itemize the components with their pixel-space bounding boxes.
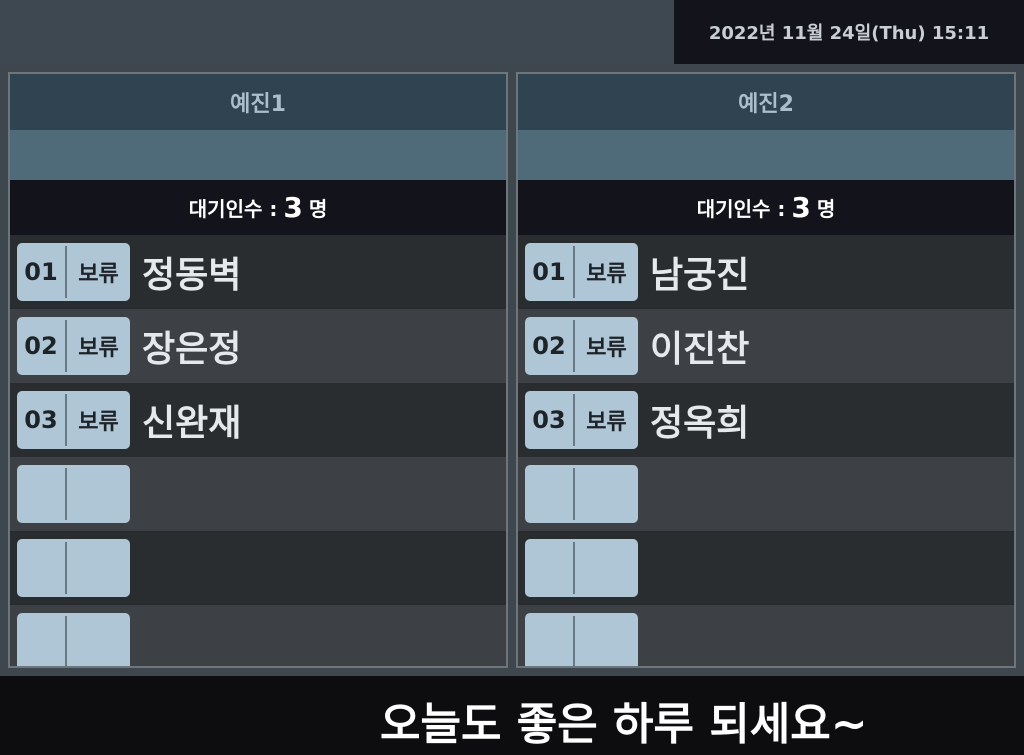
queue-row: 02 보류 장은정 [10, 309, 506, 383]
footer-message: 오늘도 좋은 하루 되세요~ [380, 699, 868, 750]
ticket-badge[interactable]: 01 보류 [17, 243, 130, 301]
ticket-divider [573, 320, 575, 372]
queue-row [518, 457, 1014, 531]
ticket-badge[interactable] [525, 539, 638, 597]
waiting-count-bar: 대기인수 : 3 명 [10, 180, 506, 235]
queue-row [518, 531, 1014, 605]
queue-row [10, 531, 506, 605]
ticket-divider [65, 616, 67, 666]
ticket-status: 보류 [78, 410, 119, 435]
waiting-count: 3 [791, 191, 811, 224]
ticket-divider [65, 468, 67, 520]
ticket-status: 보류 [586, 410, 627, 435]
ticket-badge[interactable] [525, 465, 638, 523]
ticket-badge[interactable] [17, 539, 130, 597]
patient-name: 신완재 [142, 403, 242, 444]
waiting-count: 3 [283, 191, 303, 224]
ticket-divider [573, 542, 575, 594]
ticket-number: 01 [24, 258, 58, 286]
waiting-count-bar: 대기인수 : 3 명 [518, 180, 1014, 235]
waiting-label: 대기인수 : [696, 197, 786, 221]
queue-row [10, 605, 506, 666]
ticket-badge[interactable]: 03 보류 [17, 391, 130, 449]
ticket-status: 보류 [586, 262, 627, 287]
footer-ticker: 오늘도 좋은 하루 되세요~ [0, 676, 1024, 755]
panel-band [518, 130, 1014, 180]
ticket-status: 보류 [78, 336, 119, 361]
ticket-number: 03 [532, 406, 566, 434]
queue-row: 01 보류 정동벽 [10, 235, 506, 309]
ticket-badge[interactable] [17, 465, 130, 523]
patient-name: 남궁진 [650, 255, 750, 296]
ticket-divider [65, 394, 67, 446]
panel-title: 예진2 [518, 74, 1014, 130]
ticket-badge[interactable] [17, 613, 130, 666]
ticket-number: 01 [532, 258, 566, 286]
patient-name: 이진찬 [650, 329, 750, 370]
queue-row [518, 605, 1014, 666]
panel-title: 예진1 [10, 74, 506, 130]
ticket-divider [573, 616, 575, 666]
queue-row: 02 보류 이진찬 [518, 309, 1014, 383]
ticket-divider [573, 468, 575, 520]
ticket-badge[interactable]: 02 보류 [17, 317, 130, 375]
ticket-badge[interactable]: 03 보류 [525, 391, 638, 449]
panel-yejin2: 예진2 대기인수 : 3 명 01 보류 남궁진 02 보류 이진찬 03 보류… [516, 72, 1016, 668]
panel-band [10, 130, 506, 180]
waiting-unit: 명 [816, 197, 836, 221]
queue-row [10, 457, 506, 531]
ticket-status: 보류 [78, 262, 119, 287]
datetime-display: 2022년 11월 24일(Thu) 15:11 [674, 0, 1024, 64]
ticket-divider [65, 542, 67, 594]
queue-row: 01 보류 남궁진 [518, 235, 1014, 309]
ticket-badge[interactable]: 01 보류 [525, 243, 638, 301]
ticket-divider [65, 320, 67, 372]
waiting-unit: 명 [308, 197, 328, 221]
patient-name: 장은정 [142, 329, 242, 370]
ticket-divider [573, 394, 575, 446]
panel-yejin1: 예진1 대기인수 : 3 명 01 보류 정동벽 02 보류 장은정 03 보류… [8, 72, 508, 668]
ticket-number: 03 [24, 406, 58, 434]
queue-row: 03 보류 정옥희 [518, 383, 1014, 457]
ticket-divider [65, 246, 67, 298]
ticket-divider [573, 246, 575, 298]
waiting-label: 대기인수 : [188, 197, 278, 221]
ticket-badge[interactable] [525, 613, 638, 666]
ticket-badge[interactable]: 02 보류 [525, 317, 638, 375]
ticket-number: 02 [532, 332, 566, 360]
patient-name: 정동벽 [142, 255, 242, 296]
queue-row: 03 보류 신완재 [10, 383, 506, 457]
ticket-number: 02 [24, 332, 58, 360]
ticket-status: 보류 [586, 336, 627, 361]
patient-name: 정옥희 [650, 403, 750, 444]
